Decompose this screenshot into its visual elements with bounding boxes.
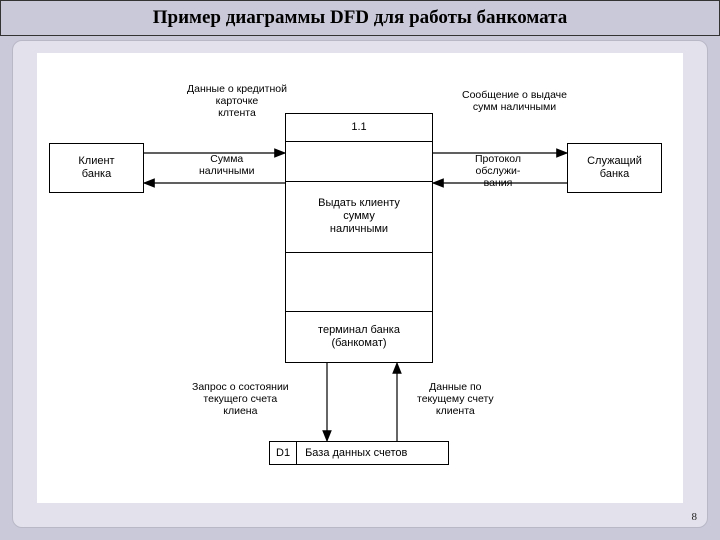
main-panel: Клиент банка Служащий банка 1.1 Выдать к…: [12, 40, 708, 528]
process-number: 1.1: [290, 121, 428, 134]
title-bar: Пример диаграммы DFD для работы банкомат…: [0, 0, 720, 36]
diagram-canvas: Клиент банка Служащий банка 1.1 Выдать к…: [37, 53, 683, 503]
ext-client-line1: Клиент: [50, 155, 143, 168]
process-name-section: Выдать клиенту сумму наличными: [286, 182, 432, 253]
process-mech-l1: терминал банка: [290, 324, 428, 337]
ext-client-line2: банка: [50, 168, 143, 181]
process-name-l1: Выдать клиенту: [290, 197, 428, 210]
page-number: 8: [692, 511, 698, 523]
process-spacer-bottom: [286, 253, 432, 313]
process-name-l3: наличными: [290, 223, 428, 236]
process-mech-l2: (банкомат): [290, 337, 428, 350]
external-entity-client: Клиент банка: [49, 143, 144, 193]
ext-employee-line2: банка: [568, 168, 661, 181]
page-title: Пример диаграммы DFD для работы банкомат…: [153, 7, 567, 29]
process-number-section: 1.1: [286, 114, 432, 142]
process-mechanism-section: терминал банка (банкомат): [286, 312, 432, 362]
ext-employee-line1: Служащий: [568, 155, 661, 168]
flow-label-card-data: Данные о кредитной карточке клтента: [187, 83, 287, 119]
process-box: 1.1 Выдать клиенту сумму наличными терми…: [285, 113, 433, 363]
flow-label-account-data: Данные по текущему счету клиента: [417, 381, 494, 417]
data-store-name: База данных счетов: [297, 442, 415, 464]
data-store-id: D1: [270, 442, 297, 464]
flow-label-account-query: Запрос о состоянии текущего счета клиена: [192, 381, 289, 417]
data-store: D1 База данных счетов: [269, 441, 449, 465]
external-entity-employee: Служащий банка: [567, 143, 662, 193]
process-spacer-top: [286, 142, 432, 182]
flow-label-cash-amount: Сумма наличными: [199, 153, 255, 177]
flow-label-cash-message: Сообщение о выдаче сумм наличными: [462, 89, 567, 113]
process-name-l2: сумму: [290, 210, 428, 223]
flow-label-service-protocol: Протокол обслужи- вания: [475, 153, 521, 189]
